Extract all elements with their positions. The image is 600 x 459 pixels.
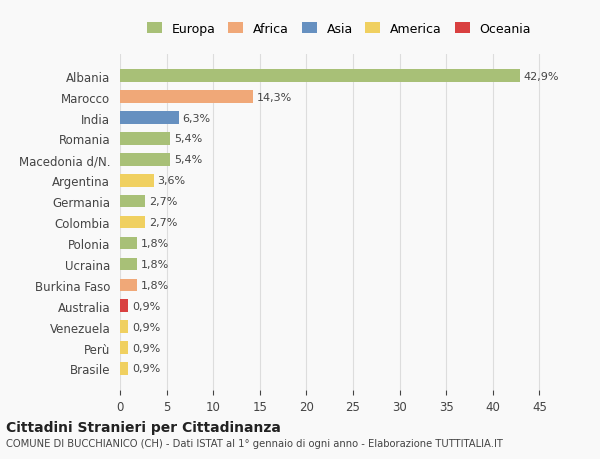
Text: 1,8%: 1,8% bbox=[140, 259, 169, 269]
Bar bbox=[120, 154, 170, 166]
Bar bbox=[120, 216, 145, 229]
Bar bbox=[120, 321, 128, 333]
Text: 14,3%: 14,3% bbox=[257, 92, 292, 102]
Text: Cittadini Stranieri per Cittadinanza: Cittadini Stranieri per Cittadinanza bbox=[6, 420, 281, 434]
Text: COMUNE DI BUCCHIANICO (CH) - Dati ISTAT al 1° gennaio di ogni anno - Elaborazion: COMUNE DI BUCCHIANICO (CH) - Dati ISTAT … bbox=[6, 438, 503, 448]
Bar bbox=[120, 300, 128, 312]
Text: 6,3%: 6,3% bbox=[182, 113, 211, 123]
Bar bbox=[120, 70, 520, 83]
Text: 42,9%: 42,9% bbox=[524, 72, 559, 82]
Text: 2,7%: 2,7% bbox=[149, 218, 177, 228]
Bar bbox=[120, 363, 128, 375]
Text: 3,6%: 3,6% bbox=[157, 176, 185, 186]
Bar bbox=[120, 174, 154, 187]
Text: 0,9%: 0,9% bbox=[132, 301, 160, 311]
Text: 0,9%: 0,9% bbox=[132, 364, 160, 374]
Bar bbox=[120, 91, 253, 104]
Bar bbox=[120, 133, 170, 146]
Bar bbox=[120, 279, 137, 291]
Legend: Europa, Africa, Asia, America, Oceania: Europa, Africa, Asia, America, Oceania bbox=[142, 18, 536, 41]
Text: 2,7%: 2,7% bbox=[149, 197, 177, 207]
Bar bbox=[120, 258, 137, 271]
Bar bbox=[120, 237, 137, 250]
Bar bbox=[120, 341, 128, 354]
Text: 5,4%: 5,4% bbox=[174, 134, 202, 144]
Text: 1,8%: 1,8% bbox=[140, 280, 169, 290]
Text: 1,8%: 1,8% bbox=[140, 239, 169, 248]
Text: 0,9%: 0,9% bbox=[132, 343, 160, 353]
Text: 5,4%: 5,4% bbox=[174, 155, 202, 165]
Bar bbox=[120, 112, 179, 124]
Bar bbox=[120, 196, 145, 208]
Text: 0,9%: 0,9% bbox=[132, 322, 160, 332]
